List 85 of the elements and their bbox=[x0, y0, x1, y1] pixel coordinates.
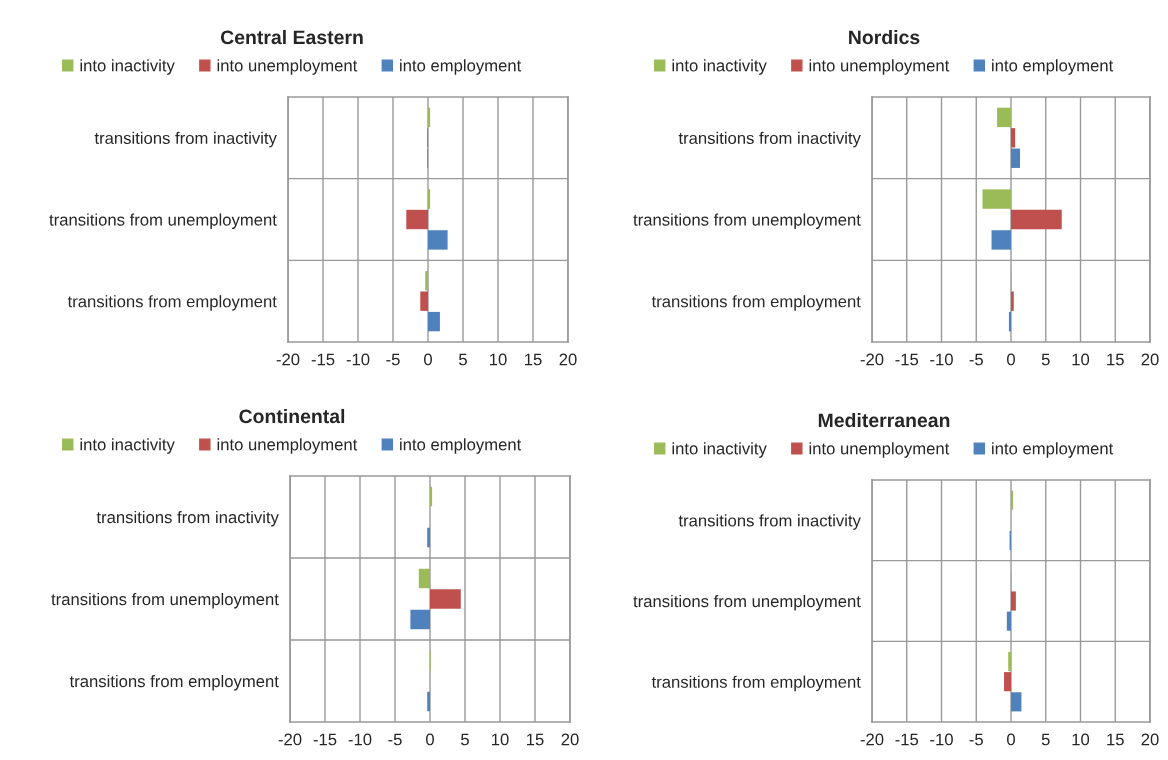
x-tick-label: -15 bbox=[313, 733, 337, 746]
x-tick-label: 20 bbox=[559, 353, 577, 366]
x-tick-label: -20 bbox=[860, 733, 884, 746]
x-tick-label: -15 bbox=[895, 733, 919, 746]
bar bbox=[427, 691, 430, 712]
x-tick-label: 20 bbox=[1141, 733, 1159, 746]
bar bbox=[428, 189, 431, 209]
x-tick-label: -15 bbox=[311, 353, 335, 366]
x-tick-label: 5 bbox=[459, 353, 467, 366]
legend-label: into employment bbox=[992, 59, 1114, 75]
y-tick-label: transitions from unemployment bbox=[633, 213, 861, 229]
x-tick-label: 15 bbox=[525, 353, 542, 366]
bar bbox=[428, 107, 431, 128]
bar bbox=[1011, 128, 1016, 148]
x-tick-label: -5 bbox=[969, 733, 983, 746]
x-tick-label: 20 bbox=[1141, 353, 1159, 366]
x-tick-label: 10 bbox=[1072, 733, 1090, 746]
legend-label: into inactivity bbox=[672, 442, 767, 458]
bar bbox=[427, 527, 430, 548]
legend-label: into inactivity bbox=[80, 438, 175, 454]
x-tick-label: -5 bbox=[388, 733, 402, 746]
legend-label: into unemployment bbox=[809, 442, 950, 458]
x-tick-label: -10 bbox=[346, 353, 370, 366]
y-tick-label: transitions from inactivity bbox=[678, 514, 861, 530]
x-tick-label: 5 bbox=[1041, 353, 1050, 366]
y-tick-label: transitions from inactivity bbox=[678, 131, 861, 148]
x-tick-label: 20 bbox=[561, 733, 579, 746]
bar bbox=[428, 230, 448, 250]
legend-label: into inactivity bbox=[80, 59, 175, 75]
bar bbox=[1011, 148, 1021, 168]
bar bbox=[406, 209, 428, 230]
chart-title: Central Eastern bbox=[220, 29, 363, 45]
bar bbox=[1011, 291, 1014, 311]
y-tick-label: transitions from employment bbox=[69, 674, 279, 691]
bar bbox=[991, 230, 1011, 250]
x-tick-label: -10 bbox=[348, 733, 372, 746]
y-tick-label: transitions from employment bbox=[651, 295, 861, 311]
y-tick-label: transitions from employment bbox=[67, 295, 277, 311]
bar bbox=[410, 609, 430, 630]
bar bbox=[428, 311, 440, 332]
x-tick-label: 0 bbox=[426, 733, 434, 746]
x-tick-label: 15 bbox=[1107, 733, 1124, 746]
x-tick-label: 15 bbox=[527, 733, 544, 746]
bar bbox=[420, 291, 428, 311]
legend-label: into unemployment bbox=[809, 59, 950, 75]
x-tick-label: 0 bbox=[424, 353, 432, 366]
chart-title: Continental bbox=[239, 408, 345, 424]
y-tick-label: transitions from unemployment bbox=[633, 594, 861, 611]
bar bbox=[997, 107, 1011, 128]
bar bbox=[430, 486, 433, 507]
x-tick-label: -20 bbox=[860, 353, 884, 366]
bar bbox=[418, 568, 430, 589]
x-tick-label: -5 bbox=[969, 353, 983, 366]
x-tick-label: 0 bbox=[1007, 733, 1015, 746]
x-tick-label: 10 bbox=[492, 733, 509, 746]
x-tick-label: 10 bbox=[1072, 353, 1090, 366]
y-tick-label: transitions from unemployment bbox=[51, 592, 279, 609]
y-tick-label: transitions from inactivity bbox=[94, 131, 277, 148]
bar bbox=[1008, 311, 1011, 332]
x-tick-label: -20 bbox=[278, 733, 302, 746]
chart-title: Nordics bbox=[849, 29, 920, 45]
x-tick-label: 5 bbox=[461, 733, 469, 746]
x-tick-label: -15 bbox=[895, 353, 919, 366]
bar bbox=[425, 271, 428, 291]
legend-label: into inactivity bbox=[672, 59, 767, 75]
x-tick-label: 0 bbox=[1007, 353, 1015, 366]
x-tick-label: -5 bbox=[386, 353, 400, 366]
y-tick-label: transitions from unemployment bbox=[49, 213, 277, 229]
x-tick-label: -10 bbox=[930, 733, 953, 746]
legend-label: into unemployment bbox=[217, 438, 358, 454]
legend-label: into employment bbox=[400, 438, 522, 454]
bar bbox=[982, 189, 1011, 209]
bar bbox=[1011, 209, 1062, 230]
x-tick-label: 5 bbox=[1041, 733, 1050, 746]
x-tick-label: -10 bbox=[930, 353, 953, 366]
legend-label: into unemployment bbox=[217, 59, 358, 75]
x-tick-label: -20 bbox=[276, 353, 300, 366]
legend-label: into employment bbox=[992, 442, 1114, 458]
chart-title: Mediterranean bbox=[818, 412, 950, 428]
legend-label: into employment bbox=[400, 59, 522, 75]
x-tick-label: 10 bbox=[490, 353, 507, 366]
y-tick-label: transitions from employment bbox=[651, 675, 861, 692]
bar bbox=[430, 589, 461, 609]
x-tick-label: 15 bbox=[1107, 353, 1124, 366]
y-tick-label: transitions from inactivity bbox=[96, 510, 279, 527]
